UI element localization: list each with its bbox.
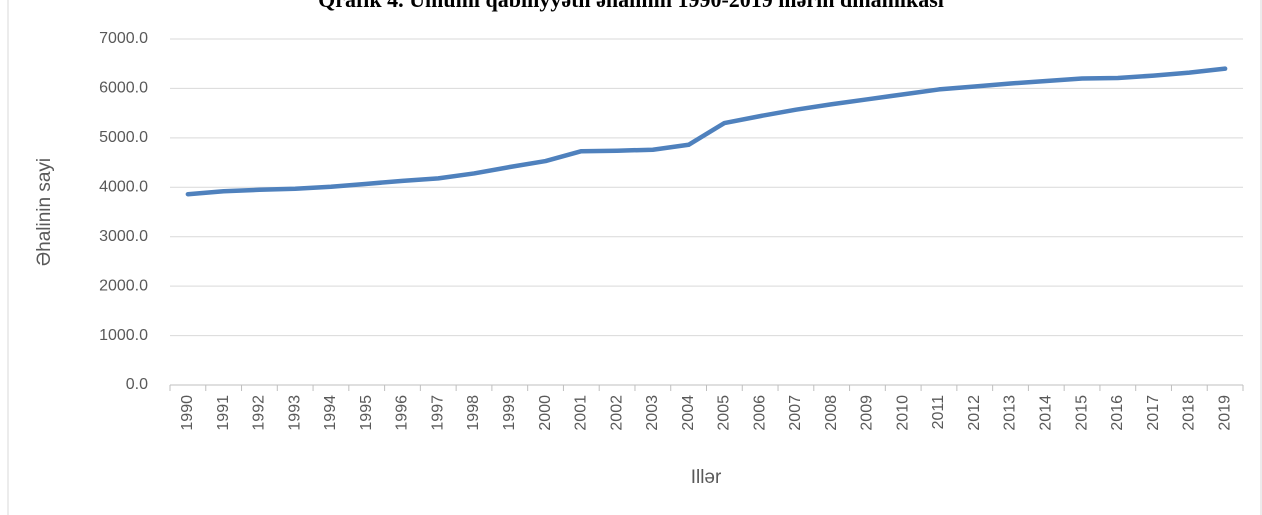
y-tick-label: 2000.0 [99,277,148,294]
x-tick-label: 1996 [394,395,411,431]
x-tick-label: 1993 [286,395,303,431]
y-tick-label: 4000.0 [99,179,148,196]
x-tick-label: 2015 [1073,395,1090,431]
y-tick-label: 5000.0 [99,129,148,146]
x-tick-label: 1990 [179,395,196,431]
y-tick-label: 6000.0 [99,80,148,97]
x-tick-label: 1997 [429,395,446,431]
x-tick-label: 2007 [787,395,804,431]
y-tick-label: 3000.0 [99,228,148,245]
line-series [185,66,1228,197]
x-tick-label: 2003 [644,395,661,431]
x-tick-label: 2014 [1038,395,1055,431]
x-tick-label: 2004 [680,395,697,431]
x-tick-label: 2009 [859,395,876,431]
x-tick-label: 1991 [215,395,232,431]
x-tick-label: 2005 [716,395,733,431]
y-tick-label: 1000.0 [99,327,148,344]
x-tick-label: 2011 [930,395,947,430]
x-tick-label: 1999 [501,395,518,431]
x-tick-label: 1992 [251,395,268,431]
x-tick-label: 2018 [1181,395,1198,431]
x-tick-label: 1994 [322,395,339,431]
x-tick-label: 1998 [465,395,482,431]
chart-border [7,0,1262,515]
x-tick-label: 2010 [894,395,911,431]
x-tick-label: 2008 [823,395,840,431]
y-tick-label: 0.0 [126,376,148,393]
x-tick-label: 2006 [751,395,768,431]
x-tick-label: 2002 [608,395,625,431]
y-tick-label: 7000.0 [99,30,148,47]
x-tick-label: 2016 [1109,395,1126,431]
x-tick-label: 2012 [966,395,983,431]
chart-title: Qrafik 4. Ümumi qabiliyyətli əhalinin 19… [318,0,944,12]
x-tick-label: 2013 [1002,395,1019,431]
y-axis-label: Əhalinin sayi [34,158,55,266]
x-tick-label: 2001 [573,395,590,431]
x-tick-label: 2019 [1216,395,1233,431]
x-tick-label: 2000 [537,395,554,431]
x-axis-label: Illər [691,467,722,488]
x-tick-label: 1995 [358,395,375,431]
x-tick-label: 2017 [1145,395,1162,431]
